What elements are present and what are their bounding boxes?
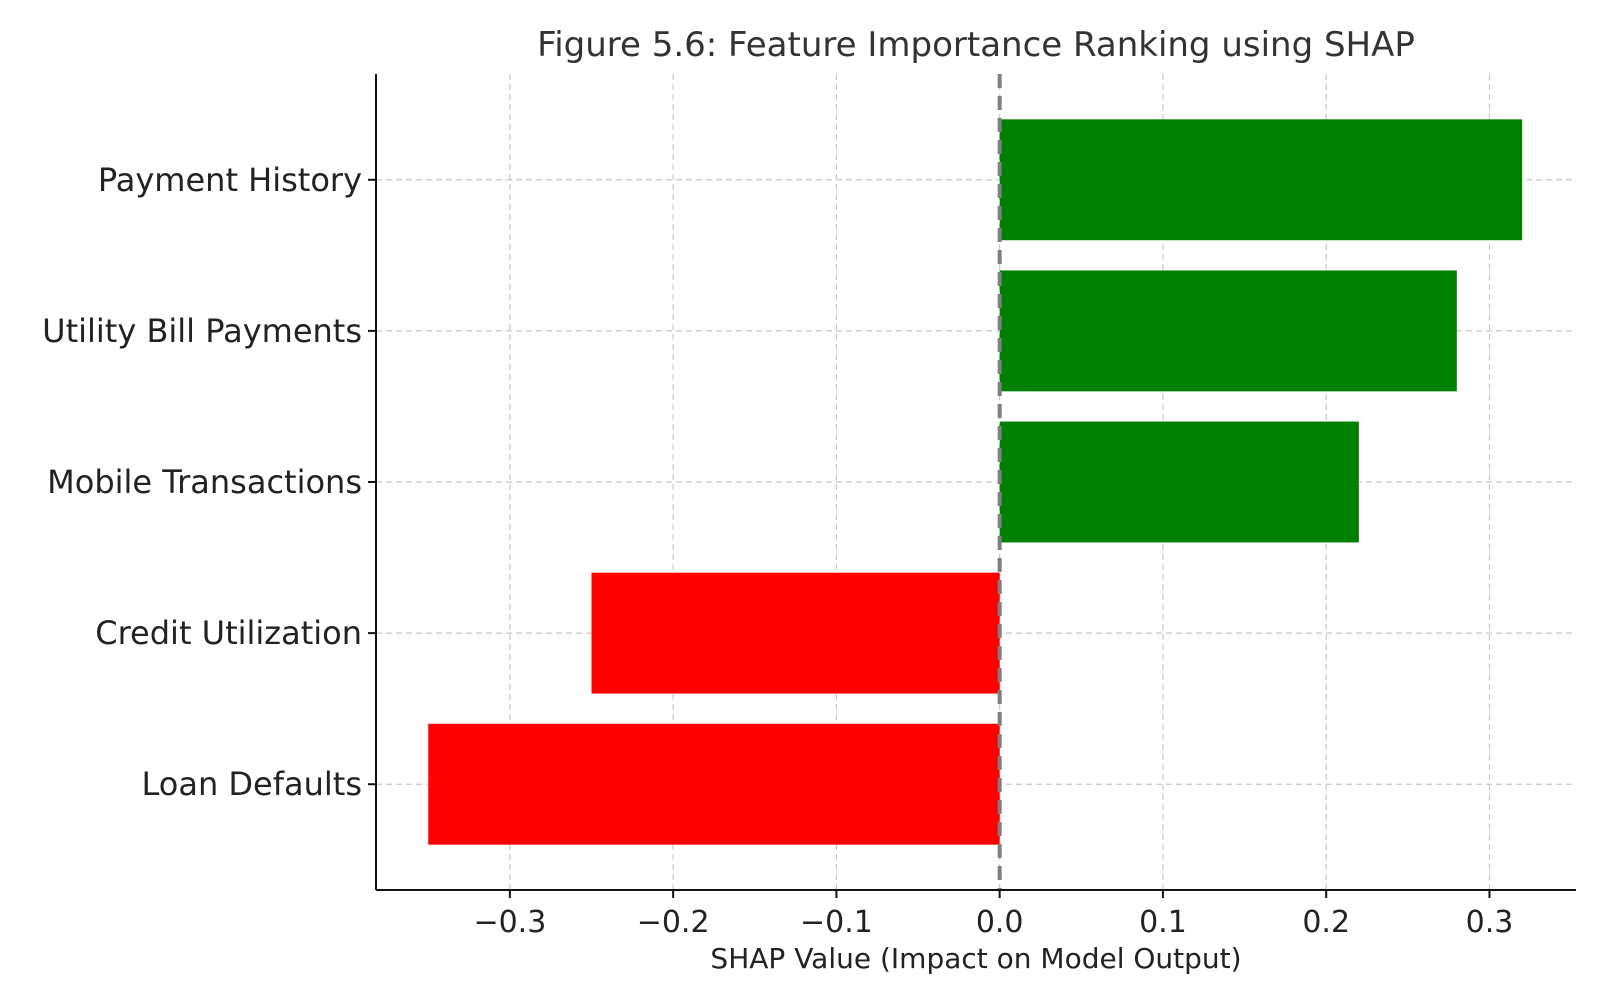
x-axis-label: SHAP Value (Impact on Model Output) bbox=[710, 942, 1241, 975]
x-tick-label: −0.1 bbox=[800, 905, 873, 940]
axes bbox=[368, 74, 1576, 898]
x-tick-label: −0.3 bbox=[473, 905, 546, 940]
bars bbox=[428, 74, 1523, 890]
bar-payment-history bbox=[999, 119, 1523, 241]
y-tick-label: Loan Defaults bbox=[142, 765, 363, 803]
x-tick-label: 0.3 bbox=[1466, 905, 1514, 940]
bar-loan-defaults bbox=[428, 723, 1000, 845]
x-tick-label: −0.2 bbox=[637, 905, 710, 940]
y-tick-label: Credit Utilization bbox=[95, 614, 362, 652]
y-tick-label: Payment History bbox=[98, 161, 362, 199]
x-tick-label: 0.0 bbox=[976, 905, 1024, 940]
y-tick-label: Utility Bill Payments bbox=[42, 312, 362, 350]
bar-utility-bill-payments bbox=[999, 270, 1457, 392]
chart-title: Figure 5.6: Feature Importance Ranking u… bbox=[537, 25, 1415, 65]
bar-mobile-transactions bbox=[999, 421, 1359, 543]
y-tick-label: Mobile Transactions bbox=[47, 463, 362, 501]
x-tick-label: 0.1 bbox=[1139, 905, 1187, 940]
bar-credit-utilization bbox=[591, 572, 1000, 694]
x-tick-label: 0.2 bbox=[1302, 905, 1350, 940]
tick-labels: −0.3 −0.2 −0.1 0.0 0.1 0.2 0.3 Payment History U… bbox=[42, 161, 1513, 940]
